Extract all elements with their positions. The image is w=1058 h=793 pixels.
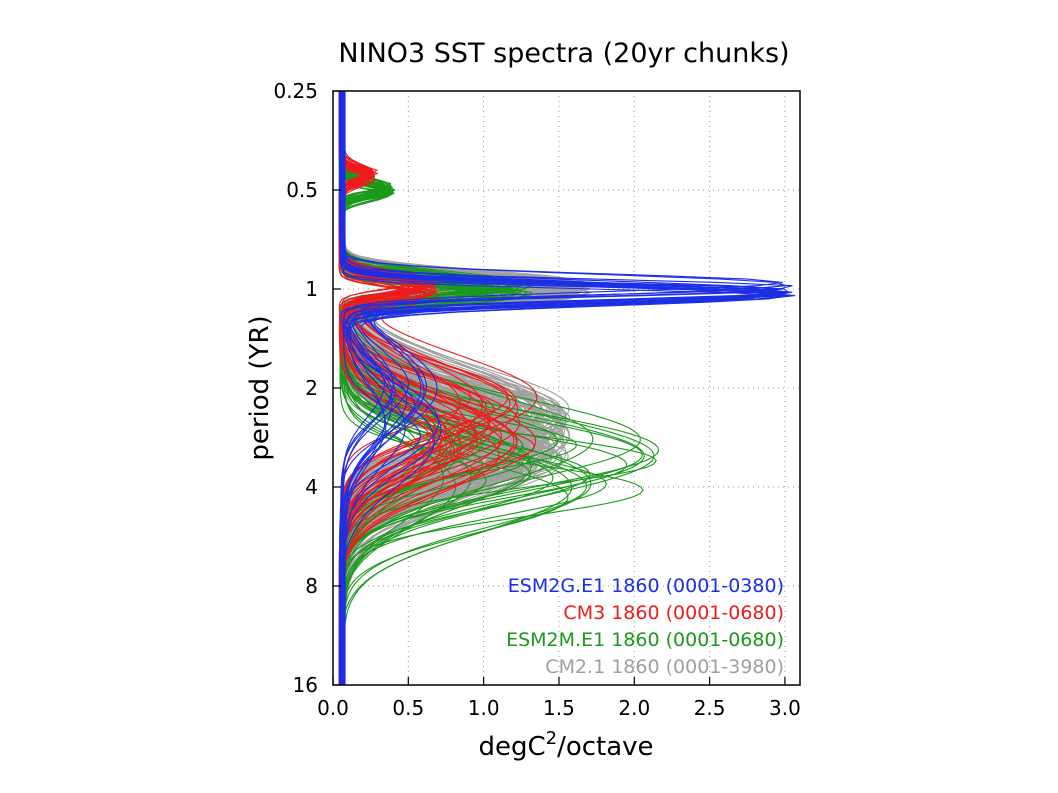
y-tick-label-4: 4 — [305, 475, 318, 499]
legend-entry-1: CM3 1860 (0001-0680) — [563, 602, 784, 624]
y-axis-ticks: 0.25 0.5 1 2 4 8 16 — [273, 79, 341, 697]
grid — [333, 91, 800, 685]
x-axis-label-suffix: /octave — [557, 732, 653, 762]
legend-entry-3: CM2.1 1860 (0001-3980) — [545, 656, 784, 678]
x-tick-label-5: 2.5 — [694, 696, 726, 720]
y-tick-label-1: 0.5 — [286, 178, 318, 202]
y-tick-label-2: 1 — [305, 277, 318, 301]
legend-entry-2: ESM2M.E1 1860 (0001-0680) — [506, 629, 784, 651]
x-axis-label-sup: 2 — [546, 728, 557, 749]
legend: ESM2G.E1 1860 (0001-0380) CM3 1860 (0001-… — [506, 575, 784, 678]
series-3-curve-17 — [343, 91, 784, 685]
y-tick-label-5: 8 — [305, 574, 318, 598]
y-tick-label-3: 2 — [305, 376, 318, 400]
plot-curves — [338, 91, 796, 685]
series-1-curve-29 — [344, 91, 655, 685]
y-tick-label-6: 16 — [293, 673, 318, 697]
series-1-curve-20 — [340, 91, 569, 685]
y-tick-label-0: 0.25 — [273, 79, 318, 103]
x-axis-label-main: degC — [478, 732, 545, 762]
x-tick-label-0: 0.0 — [317, 696, 349, 720]
legend-entry-0: ESM2G.E1 1860 (0001-0380) — [508, 575, 784, 597]
chart-title: NINO3 SST spectra (20yr chunks) — [338, 38, 789, 69]
x-tick-label-3: 1.5 — [543, 696, 575, 720]
x-tick-label-4: 2.0 — [618, 696, 650, 720]
x-tick-label-1: 0.5 — [392, 696, 424, 720]
x-tick-label-6: 3.0 — [769, 696, 801, 720]
y-axis-label: period (YR) — [245, 315, 275, 460]
x-axis-label: degC2/octave — [478, 728, 653, 762]
series-3-curve-18 — [344, 91, 793, 685]
series-3-curve-15 — [341, 91, 783, 685]
x-axis-ticks: 0.0 0.5 1.0 1.5 2.0 2.5 3.0 — [317, 677, 801, 720]
x-tick-label-2: 1.0 — [468, 696, 500, 720]
